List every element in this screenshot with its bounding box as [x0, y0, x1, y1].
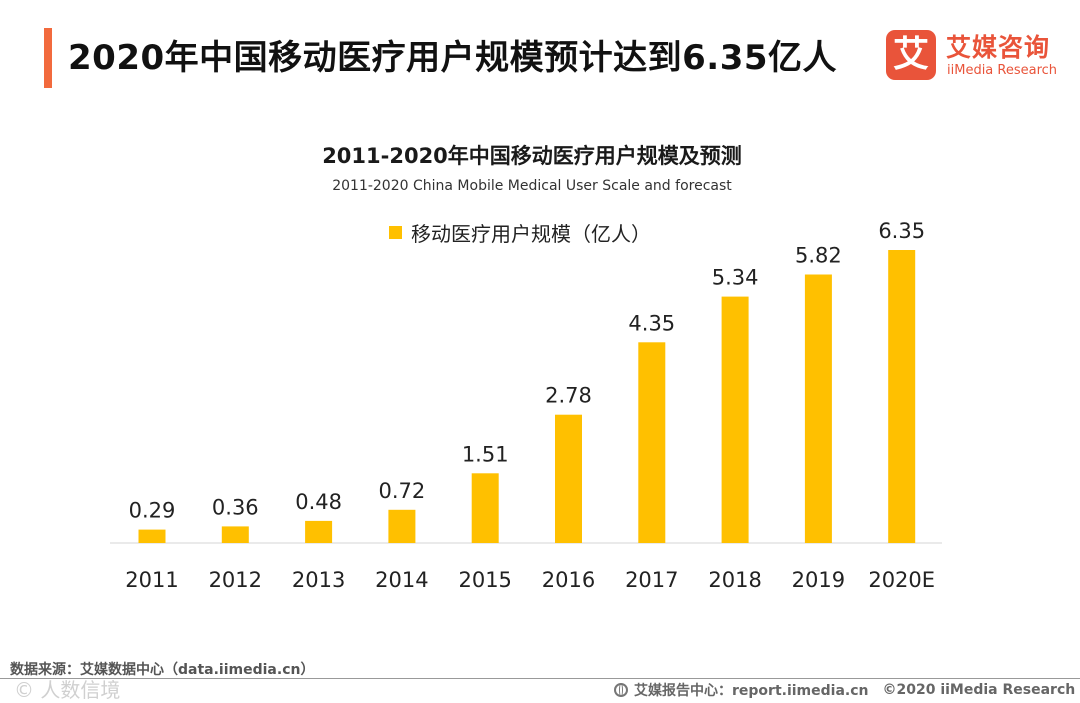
- value-label-2015: 1.51: [462, 442, 509, 466]
- footer-report: 艾媒报告中心：report.iimedia.cn ©2020 iiMedia R…: [614, 680, 1080, 700]
- value-label-2016: 2.78: [545, 384, 592, 408]
- x-tick-label-2014: 2014: [375, 568, 428, 592]
- value-label-2014: 0.72: [379, 479, 426, 503]
- x-tick-label-2020E: 2020E: [868, 568, 935, 592]
- x-tick-label-2012: 2012: [209, 568, 262, 592]
- bar-2019: [805, 275, 832, 544]
- bar-2013: [305, 521, 332, 543]
- x-tick-label-2015: 2015: [458, 568, 511, 592]
- footer-report-link[interactable]: 艾媒报告中心：report.iimedia.cn: [634, 680, 869, 700]
- x-tick-label-2019: 2019: [792, 568, 845, 592]
- value-label-2018: 5.34: [712, 266, 759, 290]
- bar-2014: [388, 510, 415, 543]
- bar-2012: [222, 526, 249, 543]
- value-label-2017: 4.35: [628, 311, 675, 335]
- bar-2020E: [888, 250, 915, 543]
- bar-2015: [472, 473, 499, 543]
- value-label-2019: 5.82: [795, 244, 842, 268]
- bar-2011: [139, 530, 166, 543]
- footer-copyright: ©2020 iiMedia Research Inc: [883, 682, 1080, 698]
- bar-2017: [638, 342, 665, 543]
- x-tick-label-2011: 2011: [125, 568, 178, 592]
- x-tick-label-2017: 2017: [625, 568, 678, 592]
- value-label-2020E: 6.35: [878, 219, 925, 243]
- x-tick-label-2016: 2016: [542, 568, 595, 592]
- bar-2016: [555, 415, 582, 543]
- value-label-2011: 0.29: [129, 499, 176, 523]
- x-tick-label-2013: 2013: [292, 568, 345, 592]
- footer-divider: [0, 678, 1080, 679]
- bar-chart: 0.29 0.36 0.48 0.72 1.51 2.78 4.35 5.34 5.82 6.35…: [0, 0, 1080, 640]
- x-tick-label-2018: 2018: [708, 568, 761, 592]
- globe-icon: [614, 683, 628, 697]
- watermark-text: © 人数信境: [14, 674, 120, 703]
- value-label-2013: 0.48: [295, 490, 342, 514]
- value-label-2012: 0.36: [212, 495, 259, 519]
- bar-2018: [722, 297, 749, 543]
